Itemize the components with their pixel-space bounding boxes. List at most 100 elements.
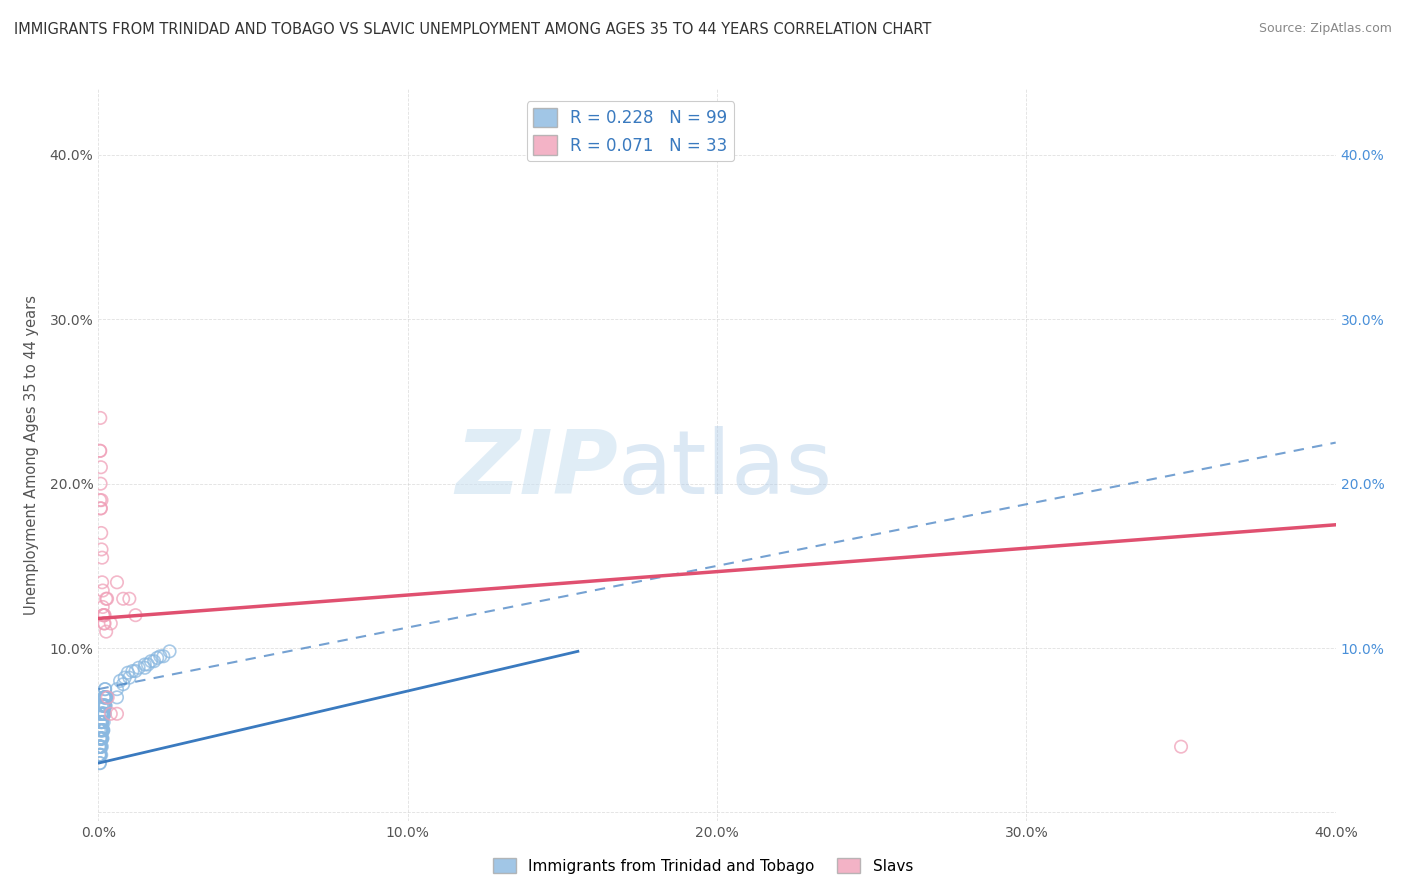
Legend: R = 0.228   N = 99, R = 0.071   N = 33: R = 0.228 N = 99, R = 0.071 N = 33: [527, 101, 734, 161]
Point: [134, 657, 156, 672]
Point: [89, 739, 111, 754]
Point: [90, 723, 112, 738]
Point: [90, 714, 112, 729]
Point: [96, 690, 118, 705]
Point: [112, 677, 135, 691]
Point: [90, 731, 112, 746]
Point: [91, 706, 114, 721]
Point: [90, 542, 112, 557]
Point: [112, 591, 135, 606]
Point: [91, 706, 114, 721]
Point: [90, 739, 112, 754]
Point: [89, 706, 111, 721]
Point: [124, 664, 146, 678]
Point: [159, 644, 181, 658]
Point: [90, 723, 112, 738]
Point: [128, 661, 150, 675]
Point: [90, 526, 112, 541]
Point: [105, 575, 128, 590]
Point: [91, 731, 114, 746]
Point: [90, 706, 112, 721]
Point: [93, 698, 115, 713]
Point: [90, 723, 112, 738]
Point: [89, 714, 111, 729]
Point: [149, 649, 172, 664]
Point: [90, 706, 112, 721]
Point: [90, 714, 112, 729]
Point: [89, 747, 111, 762]
Point: [118, 671, 141, 685]
Point: [90, 731, 112, 746]
Point: [96, 624, 118, 639]
Point: [94, 682, 117, 697]
Point: [94, 682, 117, 697]
Point: [89, 739, 111, 754]
Point: [89, 747, 111, 762]
Point: [93, 608, 115, 623]
Point: [91, 698, 114, 713]
Legend: Immigrants from Trinidad and Tobago, Slavs: Immigrants from Trinidad and Tobago, Sla…: [486, 852, 920, 880]
Point: [91, 575, 114, 590]
Point: [91, 706, 114, 721]
Point: [90, 501, 112, 516]
Point: [100, 616, 122, 631]
Point: [90, 739, 112, 754]
Point: [152, 649, 174, 664]
Point: [91, 723, 114, 738]
Point: [91, 599, 114, 614]
Point: [89, 747, 111, 762]
Point: [93, 690, 115, 705]
Point: [114, 671, 136, 685]
Point: [93, 714, 115, 729]
Point: [90, 731, 112, 746]
Point: [91, 723, 114, 738]
Point: [134, 661, 156, 675]
Point: [89, 739, 111, 754]
Point: [94, 698, 117, 713]
Point: [89, 731, 111, 746]
Point: [93, 698, 115, 713]
Point: [96, 591, 118, 606]
Point: [87, 723, 110, 738]
Point: [89, 739, 111, 754]
Point: [93, 608, 115, 623]
Point: [90, 747, 112, 762]
Point: [90, 501, 112, 516]
Point: [89, 493, 111, 508]
Point: [108, 673, 131, 688]
Y-axis label: Unemployment Among Ages 35 to 44 years: Unemployment Among Ages 35 to 44 years: [24, 295, 38, 615]
Point: [91, 550, 114, 565]
Point: [93, 698, 115, 713]
Point: [91, 714, 114, 729]
Text: atlas: atlas: [619, 426, 834, 513]
Point: [96, 690, 118, 705]
Point: [89, 756, 111, 771]
Point: [93, 608, 115, 623]
Point: [93, 706, 115, 721]
Point: [100, 706, 122, 721]
Point: [93, 616, 115, 631]
Point: [89, 739, 111, 754]
Point: [90, 723, 112, 738]
Text: IMMIGRANTS FROM TRINIDAD AND TOBAGO VS SLAVIC UNEMPLOYMENT AMONG AGES 35 TO 44 Y: IMMIGRANTS FROM TRINIDAD AND TOBAGO VS S…: [14, 22, 931, 37]
Point: [96, 591, 118, 606]
Point: [89, 443, 111, 458]
Point: [90, 731, 112, 746]
Point: [90, 476, 112, 491]
Point: [90, 731, 112, 746]
Point: [91, 706, 114, 721]
Point: [90, 723, 112, 738]
Point: [90, 714, 112, 729]
Point: [93, 608, 115, 623]
Point: [1170, 739, 1192, 754]
Point: [91, 698, 114, 713]
Point: [93, 706, 115, 721]
Point: [90, 714, 112, 729]
Point: [90, 493, 112, 508]
Point: [124, 608, 146, 623]
Point: [94, 698, 117, 713]
Point: [117, 665, 139, 680]
Point: [94, 698, 117, 713]
Point: [90, 714, 112, 729]
Point: [146, 651, 169, 665]
